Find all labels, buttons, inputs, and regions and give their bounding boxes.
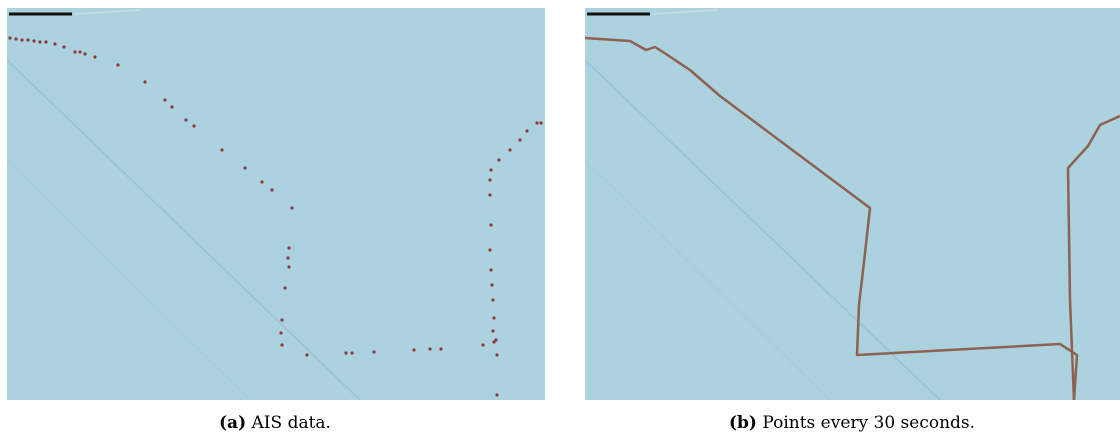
ais-point (116, 63, 119, 66)
ais-point (83, 52, 86, 55)
caption-label: (b) (729, 413, 757, 433)
map-background (585, 8, 1120, 400)
ais-point (287, 265, 290, 268)
ais-point (8, 36, 11, 39)
ais-point (489, 168, 492, 171)
ais-point (62, 45, 65, 48)
caption-b: (b) Points every 30 seconds. (729, 413, 975, 433)
ais-point (539, 121, 542, 124)
ais-point (495, 393, 498, 396)
ais-point (488, 248, 491, 251)
ais-point (26, 38, 29, 41)
ais-point (488, 178, 491, 181)
ais-point (428, 347, 431, 350)
ais-point (279, 331, 282, 334)
ais-point (412, 348, 415, 351)
ais-point (344, 351, 347, 354)
ais-point (488, 193, 491, 196)
ais-point (492, 316, 495, 319)
ais-point (270, 188, 273, 191)
ais-point (287, 246, 290, 249)
ais-point (286, 256, 289, 259)
ais-point (280, 343, 283, 346)
ais-point (243, 166, 246, 169)
ais-point (44, 40, 47, 43)
caption-label: (a) (219, 413, 246, 433)
map-background (7, 8, 545, 400)
ais-point (305, 353, 308, 356)
ais-point (184, 118, 187, 121)
ais-point (490, 283, 493, 286)
ais-point (78, 50, 81, 53)
ais-point (372, 350, 375, 353)
ais-point (439, 347, 442, 350)
ais-point (518, 138, 521, 141)
ais-point (495, 353, 498, 356)
ais-point (38, 40, 41, 43)
map-panel-b (585, 8, 1120, 400)
ais-point (170, 105, 173, 108)
ais-point (20, 38, 23, 41)
caption-a: (a) AIS data. (219, 413, 331, 433)
ais-point (491, 298, 494, 301)
ais-point (489, 268, 492, 271)
ais-point (14, 37, 17, 40)
ais-point (220, 148, 223, 151)
ais-point (525, 129, 528, 132)
ais-point (53, 42, 56, 45)
ais-point (283, 286, 286, 289)
ais-point (535, 121, 538, 124)
ais-point (489, 223, 492, 226)
figure: (a) AIS data. (b) Points every 30 second… (0, 0, 1120, 443)
ais-point (143, 80, 146, 83)
map-panel-a (7, 8, 545, 400)
ais-point (73, 50, 76, 53)
caption-text: Points every 30 seconds. (762, 413, 975, 433)
ais-point (497, 158, 500, 161)
ais-point (508, 148, 511, 151)
caption-text: AIS data. (251, 413, 331, 433)
ais-point (290, 206, 293, 209)
ais-point (93, 55, 96, 58)
ais-point (163, 98, 166, 101)
ais-point (192, 124, 195, 127)
ais-point (32, 39, 35, 42)
ais-point (491, 329, 494, 332)
ais-point (494, 338, 497, 341)
ais-point (260, 180, 263, 183)
ais-point (280, 318, 283, 321)
ais-point (350, 351, 353, 354)
ais-point (481, 343, 484, 346)
